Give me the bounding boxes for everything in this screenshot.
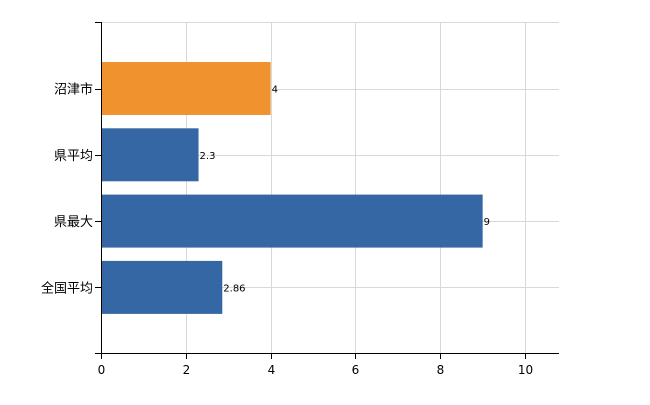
bar — [101, 194, 483, 248]
x-tick-label: 4 — [268, 363, 276, 377]
x-tick-label: 0 — [98, 363, 106, 377]
bar-value-label: 9 — [484, 217, 490, 228]
bar-layer — [101, 62, 483, 314]
bar-value-label: 2.86 — [223, 283, 245, 294]
x-tick-label: 6 — [352, 363, 360, 377]
y-tick-label: 全国平均 — [41, 280, 93, 296]
bar-value-label: 2.3 — [200, 151, 216, 162]
x-tick-label: 2 — [183, 363, 191, 377]
x-tick-label: 10 — [518, 363, 533, 377]
bar — [101, 128, 199, 182]
data-label-layer: 4 2.3 9 2.86 — [200, 85, 491, 295]
bar — [101, 62, 271, 115]
x-tick-label: 8 — [437, 363, 445, 377]
bar-value-label: 4 — [272, 85, 278, 96]
y-tick-label: 沼津市 — [54, 82, 93, 98]
y-tick-label: 県最大 — [54, 215, 93, 230]
bar — [101, 260, 223, 314]
y-tick-label: 県平均 — [54, 149, 93, 164]
